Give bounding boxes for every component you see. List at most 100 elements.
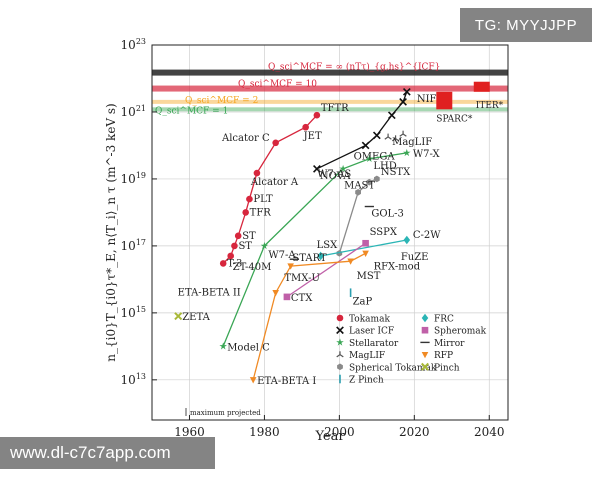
point-label-start: START — [292, 253, 327, 264]
legend-label-spheromak: Spheromak — [434, 327, 487, 337]
series-line-spherical — [338, 178, 378, 254]
data-point-tokamak — [231, 242, 238, 250]
point-label: TFR — [250, 207, 272, 218]
series-line-frc — [320, 239, 407, 257]
legend-marker-pinch — [420, 362, 430, 371]
data-point-frc — [317, 251, 324, 261]
y-tick-label: 1019 — [121, 171, 146, 186]
point-label: SSPX — [370, 227, 398, 238]
projected-label-iter: ITER* — [476, 101, 504, 111]
point-label: W7-A — [268, 250, 296, 261]
legend-label-rfp: RFP — [434, 351, 453, 361]
point-label: Alcator A — [250, 177, 299, 188]
data-point-tokamak — [313, 111, 321, 119]
data-point-stellarator — [365, 154, 374, 162]
data-point-tokamak — [219, 260, 227, 267]
data-point-maglif — [384, 133, 392, 140]
point-label: ST — [242, 231, 256, 242]
data-point-laser — [313, 164, 321, 173]
data-point-laser — [361, 141, 370, 150]
point-label: PLT — [253, 194, 273, 205]
point-label: ETA-BETA II — [178, 288, 241, 299]
legend-marker-tokamak — [336, 314, 344, 322]
note-max-projected: maximum projected — [190, 409, 261, 417]
legend-label-spherical: Spherical Tokamak — [349, 363, 437, 373]
data-point-stellarator — [260, 241, 269, 250]
point-label: TMX-U — [284, 273, 319, 284]
data-point-spherical — [355, 189, 361, 196]
point-label: Alcator C — [221, 133, 270, 144]
point-label: MST — [357, 271, 381, 282]
y-tick-label: 1015 — [121, 305, 146, 320]
projected-label-sparc: SPARC* — [436, 114, 473, 124]
data-point-rfp — [362, 250, 369, 257]
series-line-spheromak — [286, 242, 366, 298]
threshold-band-q10 — [152, 85, 508, 92]
data-point-rfp — [347, 258, 354, 265]
point-label: Model C — [227, 342, 270, 353]
legend-marker-spheromak — [421, 326, 429, 334]
point-label: ZT-40M — [233, 262, 272, 273]
threshold-band-q2 — [152, 99, 508, 104]
data-point-spherical — [366, 178, 373, 186]
y-axis-label: n_{i0}T_{i0}τ*_E, n⟨T_i⟩_n τ (m^-3 keV s… — [104, 103, 118, 362]
data-point-tokamak — [253, 169, 261, 177]
data-point-tokamak — [242, 209, 249, 216]
threshold-label-q1: Q_sci^MCF = 1 — [155, 106, 228, 116]
point-label: JET — [303, 131, 322, 142]
data-point-tokamak — [302, 123, 309, 131]
x-tick-label: 2020 — [399, 425, 430, 439]
data-point-maglif — [399, 130, 407, 137]
point-label: NIF — [417, 94, 437, 105]
data-point-stellarator — [403, 148, 411, 157]
point-label: T-3 — [227, 258, 242, 269]
threshold-band-inf — [152, 69, 508, 76]
data-point-maglif — [391, 135, 400, 142]
legend-marker-spherical — [337, 363, 343, 371]
watermark-top: TG: MYYJJPP — [460, 8, 592, 42]
legend-marker-rfp — [421, 351, 429, 359]
data-point-tokamak — [227, 252, 234, 260]
watermark-bottom: www.dl-c7c7app.com — [0, 437, 215, 469]
point-label: RFX-mod — [374, 261, 421, 272]
point-label: MagLIF — [392, 137, 432, 148]
point-label: LHD — [373, 161, 396, 172]
data-point-rfp — [287, 263, 294, 270]
point-label: GOL-3 — [371, 209, 404, 220]
legend-marker-stellarator — [336, 338, 344, 346]
point-label: NSTX — [381, 167, 411, 178]
data-point-laser — [387, 111, 396, 120]
point-label: W7-X — [413, 149, 441, 160]
legend-label-tokamak: Tokamak — [349, 315, 390, 325]
point-label: TFTR — [321, 103, 349, 114]
data-point-stellarator — [339, 164, 347, 173]
legend-label-mirror: Mirror — [434, 339, 465, 349]
data-point-pinch — [174, 312, 183, 321]
data-point-laser — [402, 87, 411, 96]
point-label: ZaP — [353, 297, 373, 308]
data-point-stellarator — [219, 342, 227, 350]
point-label: ZETA — [182, 312, 210, 323]
legend-marker-maglif — [336, 351, 344, 358]
data-point-spheromak — [362, 239, 369, 247]
legend-label-frc: FRC — [434, 315, 454, 325]
y-tick-label: 1017 — [121, 238, 146, 253]
y-tick-label: 1013 — [121, 372, 146, 387]
legend-marker-laser — [336, 326, 344, 335]
data-point-tokamak — [272, 139, 279, 147]
point-label: MAST — [344, 180, 375, 191]
point-label: ST — [238, 241, 252, 252]
y-tick-label: 1021 — [121, 104, 146, 119]
legend-label-laser: Laser ICF — [349, 327, 394, 337]
point-label: C-2W — [413, 230, 441, 241]
data-point-rfp — [272, 290, 279, 297]
legend-label-zpinch: Z Pinch — [349, 376, 384, 386]
legend-marker-frc — [421, 313, 429, 323]
data-point-tokamak — [246, 195, 253, 203]
point-label: W7-AS — [317, 169, 351, 180]
data-point-rfp — [249, 377, 257, 384]
point-label: CTX — [291, 293, 313, 304]
data-point-laser — [399, 98, 407, 106]
data-point-spherical — [374, 175, 380, 183]
